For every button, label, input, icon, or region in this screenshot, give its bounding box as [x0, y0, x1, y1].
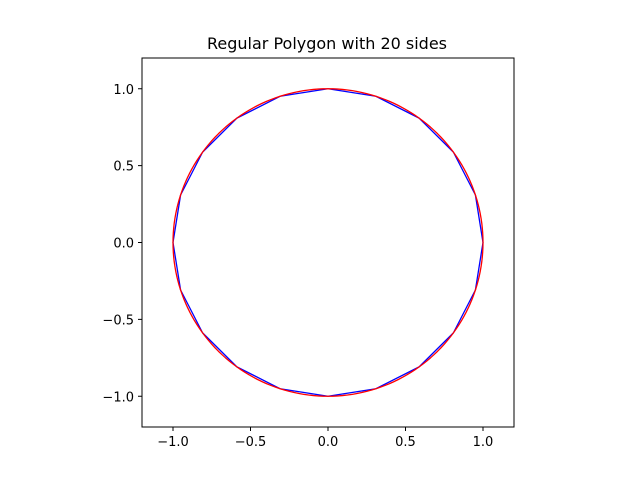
x-tick-label: 0.0	[318, 435, 339, 450]
y-tick-label: −0.5	[102, 313, 134, 328]
y-tick-label: 1.0	[113, 83, 134, 98]
x-tick-label: −1.0	[157, 435, 189, 450]
circle-series-line	[172, 88, 484, 397]
y-tick-label: 0.5	[113, 160, 134, 175]
axes: −1.0 −0.5 0.0 0.5 1.0 −1.0 −0.5 0.0 0.5 1.0	[102, 57, 515, 450]
x-tick-label: −0.5	[235, 435, 267, 450]
plot-area	[172, 88, 484, 397]
chart-title: Regular Polygon with 20 sides	[207, 34, 447, 53]
axes-frame	[141, 57, 515, 428]
y-tick-label: 0.0	[113, 237, 134, 252]
polygon-series-line	[172, 88, 484, 397]
x-tick-label: 0.5	[395, 435, 416, 450]
y-tick-label: −1.0	[102, 390, 134, 405]
x-tick-label: 1.0	[473, 435, 494, 450]
